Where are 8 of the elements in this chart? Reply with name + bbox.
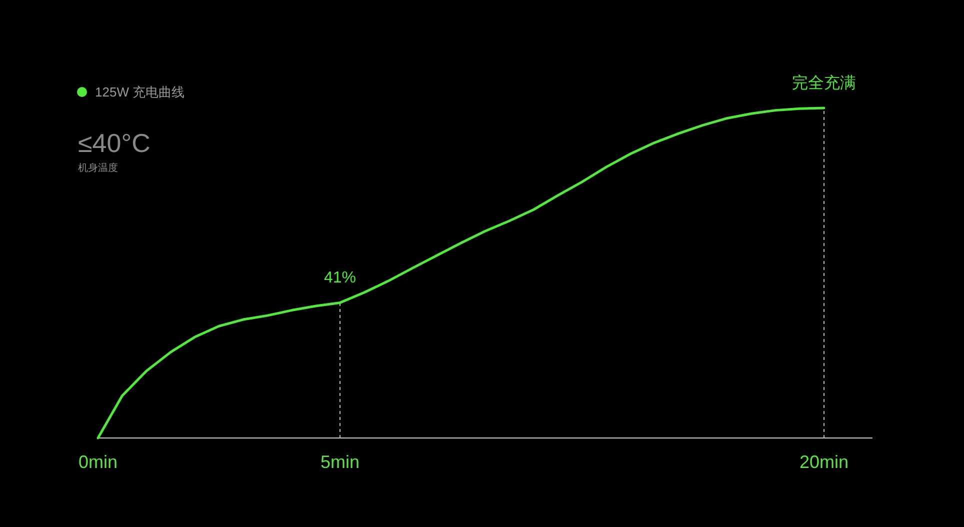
annotation: 机身温度 <box>78 162 118 174</box>
legend-label: 125W 充电曲线 <box>95 84 185 100</box>
annotation: ≤40°C <box>78 128 150 158</box>
data-label: 完全充满 <box>792 74 856 92</box>
x-tick-label: 20min <box>799 452 849 472</box>
x-tick-label: 0min <box>78 452 118 472</box>
x-tick-label: 5min <box>320 452 360 472</box>
data-label: 41% <box>324 270 356 287</box>
